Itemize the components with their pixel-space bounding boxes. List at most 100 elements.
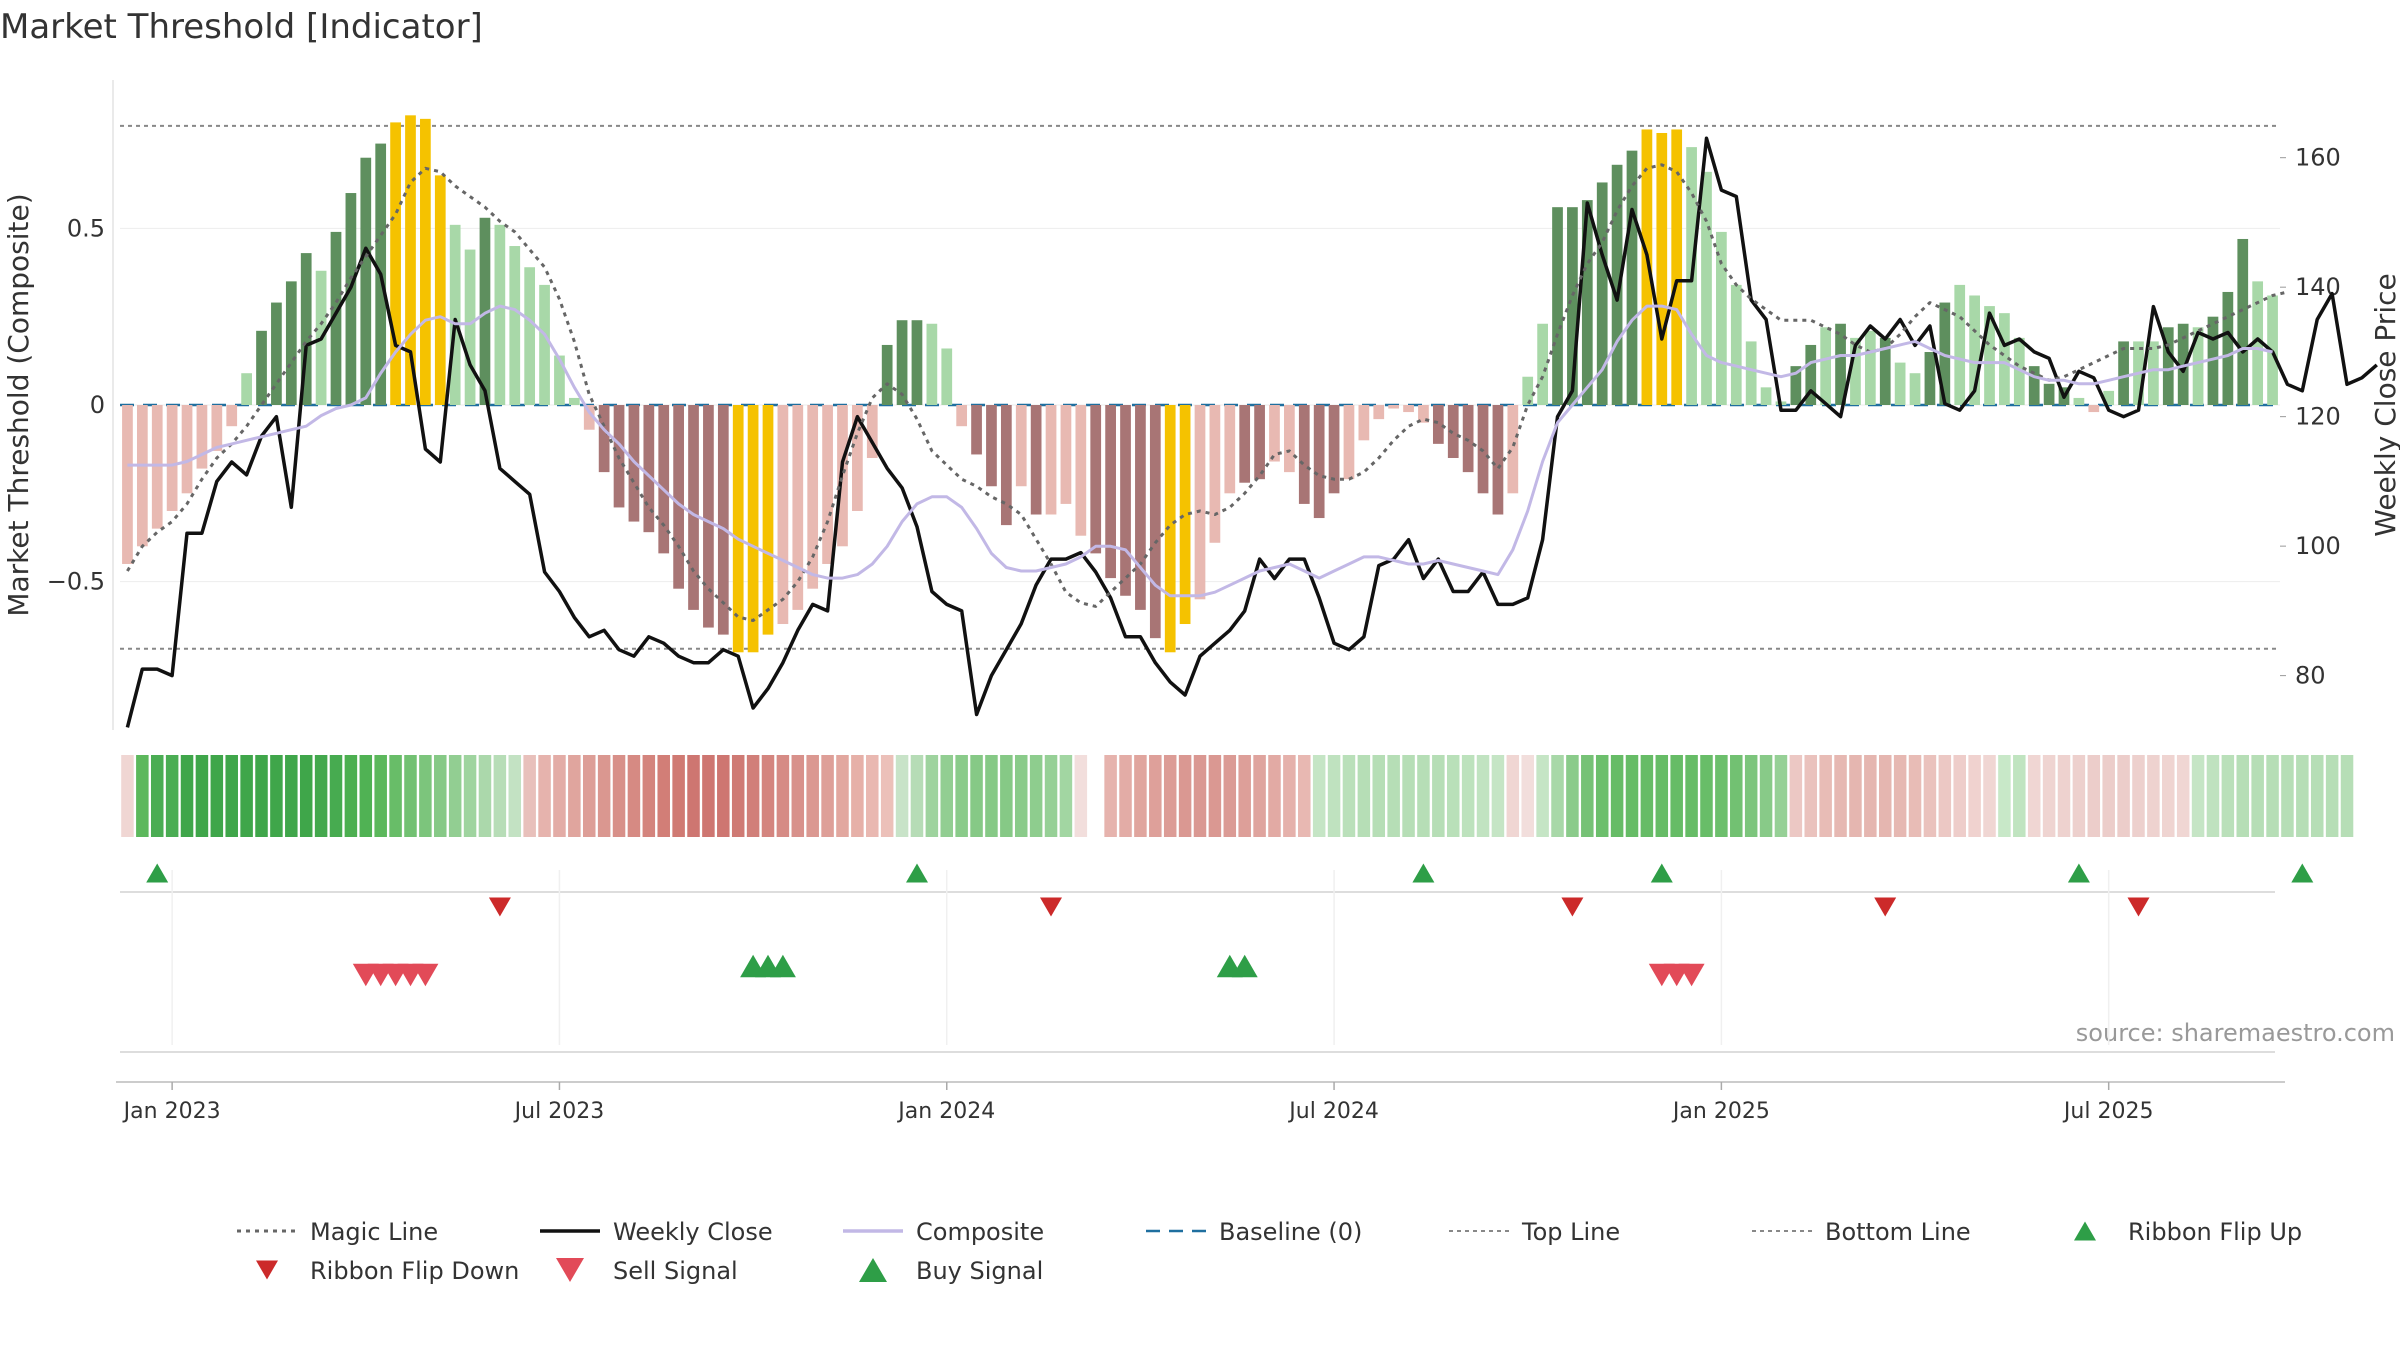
ribbon-cell — [2325, 755, 2339, 837]
ribbon-flip-down-marker — [1040, 897, 1062, 917]
ribbon-cell — [463, 755, 477, 837]
magic-line-line — [126, 163, 2288, 622]
ribbon-cell — [1432, 755, 1445, 837]
legend-label: Top Line — [1521, 1218, 1620, 1246]
ribbon-cell — [597, 755, 611, 837]
ribbon-cell — [2042, 755, 2056, 837]
x-tick-label: Jan 2025 — [1671, 1099, 1770, 1124]
ribbon-cell — [1536, 755, 1549, 837]
ribbon-cell — [1372, 755, 1386, 837]
ribbon-cell — [285, 755, 298, 837]
composite-bar — [1015, 405, 1027, 487]
ribbon-cell — [389, 755, 402, 837]
composite-bar — [1000, 405, 1012, 526]
ribbon-cell — [1938, 755, 1952, 837]
composite-bar — [554, 355, 565, 405]
composite-bar — [151, 405, 163, 529]
buy-signal-marker — [1231, 954, 1258, 978]
composite-bar — [2162, 327, 2174, 405]
composite-bar — [256, 330, 267, 405]
ribbon-cell — [1074, 755, 1088, 837]
composite-bar — [2103, 390, 2115, 405]
composite-bar — [2028, 366, 2040, 405]
sell-signal-marker — [412, 963, 439, 987]
ribbon-cell — [1387, 755, 1400, 837]
ribbon-cell — [910, 755, 924, 837]
composite-bar — [1537, 323, 1548, 405]
composite-bar — [1954, 284, 1966, 405]
composite-bar — [1373, 405, 1385, 420]
ribbon-cell — [1685, 755, 1698, 837]
ribbon-cell — [1223, 755, 1237, 837]
composite-bar — [1298, 405, 1310, 504]
ribbon-cell — [2221, 755, 2235, 837]
ribbon-cell — [1834, 755, 1847, 837]
ribbon-cell — [1998, 755, 2011, 837]
composite-bar — [524, 267, 536, 405]
ribbon-cell — [1744, 755, 1758, 837]
composite-bar — [941, 348, 953, 405]
y-tick-label: −0.5 — [47, 568, 105, 596]
x-tick-label: Jan 2024 — [896, 1099, 995, 1124]
legend: Magic Line Weekly Close Composite Baseline … — [237, 1218, 2302, 1285]
composite-bar — [1418, 405, 1429, 423]
ribbon-flip-up-marker — [1650, 863, 1673, 883]
legend-label: Baseline (0) — [1219, 1218, 1362, 1246]
ribbon-cell — [270, 755, 283, 837]
composite-bar — [1879, 337, 1891, 405]
ribbon-cell — [2191, 755, 2205, 837]
ribbon-cell — [1864, 755, 1877, 837]
composite-bar — [360, 157, 372, 405]
ribbon-flip-down-marker — [2127, 897, 2150, 917]
ribbon-cell — [731, 755, 745, 837]
ribbon-cell — [1789, 755, 1803, 837]
composite-bar — [449, 224, 461, 405]
ribbon-cell — [851, 755, 864, 837]
ribbon-cell — [1104, 755, 1117, 837]
composite-bar — [1596, 182, 1608, 405]
ribbon-cell — [240, 755, 253, 837]
ribbon-cell — [553, 755, 566, 837]
ribbon-cell — [359, 755, 373, 837]
composite-bar — [971, 405, 982, 455]
composite-bar — [1328, 405, 1340, 494]
legend-item: Composite — [843, 1218, 1044, 1246]
ribbon-cell — [2087, 755, 2101, 837]
composite-bar — [1105, 405, 1116, 579]
legend-item: Ribbon Flip Up — [2074, 1218, 2302, 1246]
composite-bar — [717, 405, 729, 635]
composite-bar — [1462, 405, 1474, 473]
composite-bar — [1805, 344, 1817, 405]
composite-bar — [598, 405, 610, 473]
composite-bar — [226, 405, 238, 427]
ribbon-cell — [2132, 755, 2145, 837]
ribbon-cell — [448, 755, 462, 837]
composite-line — [127, 304, 2273, 598]
legend-swatch — [256, 1260, 278, 1280]
ribbon-cell — [895, 755, 909, 837]
composite-bar — [658, 405, 670, 554]
y2-tick-label: 160 — [2295, 144, 2341, 172]
composite-bar — [1403, 405, 1414, 413]
ribbon-cell — [1283, 755, 1296, 837]
ribbon-cell — [1923, 755, 1937, 837]
ribbon-cell — [180, 755, 194, 837]
composite-bar — [732, 405, 744, 653]
ribbon-cell — [1059, 755, 1073, 837]
ribbon-cell — [2072, 755, 2086, 837]
ribbon-flip-up-marker — [146, 863, 169, 883]
trend-ribbon — [121, 755, 2354, 837]
composite-bar — [896, 320, 908, 405]
ribbon-cell — [2266, 755, 2279, 837]
ribbon-cell — [2340, 755, 2354, 837]
legend-item: Baseline (0) — [1146, 1218, 1362, 1246]
ribbon-cell — [985, 755, 998, 837]
y-tick-label: 0.5 — [67, 214, 105, 242]
ribbon-flip-up-marker — [2067, 863, 2090, 883]
ribbon-cell — [1968, 755, 1981, 837]
composite-bar — [807, 405, 819, 589]
ribbon-cell — [1342, 755, 1356, 837]
composite-bar — [2237, 238, 2249, 405]
ribbon-cell — [1253, 755, 1266, 837]
composite-bar — [1656, 132, 1668, 405]
